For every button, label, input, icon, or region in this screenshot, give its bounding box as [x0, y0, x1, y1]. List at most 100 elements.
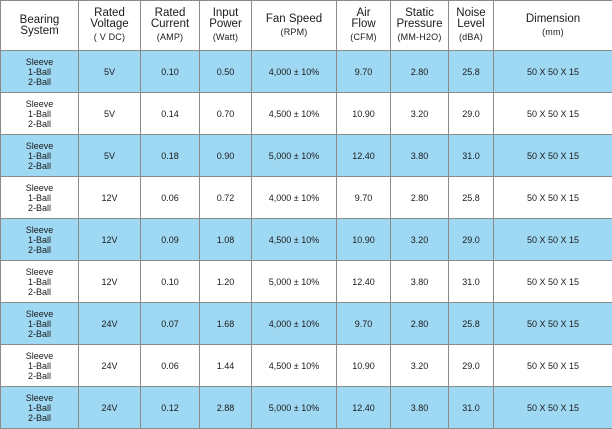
bearing-type-label: Sleeve [1, 393, 78, 403]
static-pressure-cell: 3.80 [391, 135, 449, 177]
col-header-title: Current [141, 19, 199, 30]
noise-level-cell: 25.8 [449, 177, 494, 219]
input-power-cell: 2.88 [200, 387, 252, 429]
bearing-type-label: 2-Ball [1, 371, 78, 381]
static-pressure-cell: 2.80 [391, 303, 449, 345]
bearing-type-label: 1-Ball [1, 235, 78, 245]
air-flow-cell: 12.40 [337, 387, 391, 429]
bearing-type-label: 2-Ball [1, 245, 78, 255]
col-header-unit: (dBA) [449, 32, 493, 43]
noise-level-cell: 31.0 [449, 261, 494, 303]
dimension-cell: 50 X 50 X 15 [494, 219, 612, 261]
col-header-title: Fan Speed [252, 14, 336, 25]
bearing-type-label: 2-Ball [1, 119, 78, 129]
dimension-cell: 50 X 50 X 15 [494, 135, 612, 177]
rated-voltage-cell: 24V [79, 303, 141, 345]
dimension-cell: 50 X 50 X 15 [494, 387, 612, 429]
rated-voltage-cell: 24V [79, 345, 141, 387]
col-header-title: Flow [337, 19, 390, 30]
rated-voltage-cell: 12V [79, 261, 141, 303]
fan-speed-cell: 5,000 ± 10% [252, 135, 337, 177]
header-row: Bearing System Rated Voltage ( V DC) Rat… [1, 1, 612, 51]
bearing-type-label: 2-Ball [1, 161, 78, 171]
bearing-type-label: 2-Ball [1, 287, 78, 297]
bearing-type-label: 2-Ball [1, 329, 78, 339]
fan-speed-cell: 4,000 ± 10% [252, 177, 337, 219]
noise-level-cell: 31.0 [449, 135, 494, 177]
col-header-unit: (CFM) [337, 32, 390, 43]
input-power-cell: 0.70 [200, 93, 252, 135]
col-header-title: Dimension [494, 14, 612, 25]
bearing-type-label: Sleeve [1, 141, 78, 151]
static-pressure-cell: 3.20 [391, 345, 449, 387]
col-header-bearing-system: Bearing System [1, 1, 79, 51]
col-header-input-power: Input Power (Watt) [200, 1, 252, 51]
col-header-unit: (MM-H2O) [391, 32, 448, 43]
col-header-rated-current: Rated Current (AMP) [141, 1, 200, 51]
air-flow-cell: 9.70 [337, 303, 391, 345]
air-flow-cell: 10.90 [337, 345, 391, 387]
col-header-title: Level [449, 19, 493, 30]
static-pressure-cell: 3.20 [391, 219, 449, 261]
air-flow-cell: 12.40 [337, 135, 391, 177]
dimension-cell: 50 X 50 X 15 [494, 303, 612, 345]
bearing-type-label: Sleeve [1, 351, 78, 361]
bearing-type-label: 1-Ball [1, 193, 78, 203]
noise-level-cell: 29.0 [449, 345, 494, 387]
fan-speed-cell: 4,500 ± 10% [252, 219, 337, 261]
static-pressure-cell: 2.80 [391, 51, 449, 93]
noise-level-cell: 25.8 [449, 303, 494, 345]
col-header-unit: (mm) [494, 27, 612, 38]
input-power-cell: 0.50 [200, 51, 252, 93]
col-header-title: Bearing [1, 15, 78, 26]
air-flow-cell: 10.90 [337, 219, 391, 261]
static-pressure-cell: 3.20 [391, 93, 449, 135]
dimension-cell: 50 X 50 X 15 [494, 93, 612, 135]
static-pressure-cell: 3.80 [391, 387, 449, 429]
bearing-type-label: Sleeve [1, 225, 78, 235]
col-header-air-flow: Air Flow (CFM) [337, 1, 391, 51]
rated-voltage-cell: 5V [79, 135, 141, 177]
fan-speed-cell: 4,000 ± 10% [252, 51, 337, 93]
dimension-cell: 50 X 50 X 15 [494, 177, 612, 219]
col-header-title: Pressure [391, 19, 448, 30]
bearing-type-label: 1-Ball [1, 67, 78, 77]
fan-speed-cell: 5,000 ± 10% [252, 387, 337, 429]
input-power-cell: 1.68 [200, 303, 252, 345]
col-header-dimension: Dimension (mm) [494, 1, 612, 51]
noise-level-cell: 29.0 [449, 219, 494, 261]
noise-level-cell: 31.0 [449, 387, 494, 429]
col-header-rated-voltage: Rated Voltage ( V DC) [79, 1, 141, 51]
input-power-cell: 1.20 [200, 261, 252, 303]
bearing-type-label: 1-Ball [1, 277, 78, 287]
fan-speed-cell: 4,500 ± 10% [252, 93, 337, 135]
rated-voltage-cell: 5V [79, 51, 141, 93]
bearing-type-label: Sleeve [1, 99, 78, 109]
col-header-title: System [1, 26, 78, 37]
fan-speed-cell: 5,000 ± 10% [252, 261, 337, 303]
input-power-cell: 0.72 [200, 177, 252, 219]
rated-voltage-cell: 12V [79, 219, 141, 261]
col-header-unit: (AMP) [141, 32, 199, 43]
rated-current-cell: 0.07 [141, 303, 200, 345]
input-power-cell: 0.90 [200, 135, 252, 177]
bearing-type-label: 1-Ball [1, 151, 78, 161]
static-pressure-cell: 2.80 [391, 177, 449, 219]
rated-voltage-cell: 24V [79, 387, 141, 429]
fan-speed-cell: 4,000 ± 10% [252, 303, 337, 345]
